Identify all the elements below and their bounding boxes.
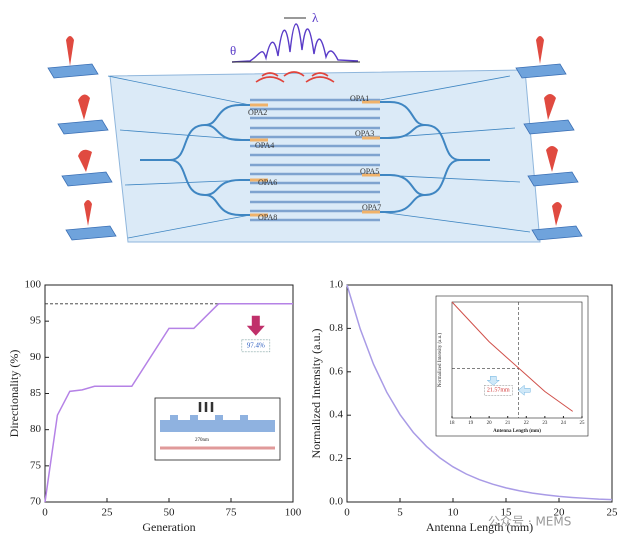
y-axis-label: Normalized Intensity (a.u.) (309, 329, 323, 459)
left-inset-schematic: 270nm (154, 397, 281, 461)
x-tick-label: 20 (554, 507, 566, 519)
plot-frame (346, 284, 613, 503)
opa-label: OPA5 (360, 167, 379, 176)
chart: 0 25 50 75 100 70 75 80 85 90 95 100 Generation Direc… (7, 279, 302, 534)
annotation: 97.4% (247, 341, 265, 349)
antenna-array (250, 98, 380, 222)
theta-label: θ (230, 43, 236, 58)
inset-frame (435, 295, 589, 437)
opa-label: OPA2 (248, 108, 267, 117)
y-axis-label: Directionality (%) (7, 350, 21, 438)
y-axis-label: Normalized Intensity (a.u.) (438, 333, 443, 387)
x-axis-label: Antenna Length (mm) (426, 520, 533, 534)
annotation-arrow (486, 376, 531, 396)
x-axis-label: Generation (142, 520, 195, 534)
opa-label: OPA3 (355, 129, 374, 138)
y-tick-label: 0.6 (329, 365, 343, 377)
data-line (451, 301, 574, 412)
y-tick-label: 90 (30, 351, 42, 363)
y-tick-label: 70 (30, 496, 42, 508)
opa-label: OPA1 (350, 94, 369, 103)
annotation: 21.57mm (487, 388, 510, 394)
x-tick-label: 21 (505, 421, 511, 426)
plot-frame (451, 301, 583, 419)
x-tick-label: 15 (501, 507, 513, 519)
lambda-label: λ (312, 10, 319, 25)
x-tick-label: 50 (164, 507, 176, 519)
x-tick-label: 22 (524, 421, 530, 426)
data-line (44, 303, 293, 503)
x-tick-label: 20 (487, 421, 493, 426)
opa-diagram: θ λ OPA1 OPA2 OPA3 OPA4 OPA5 OPA6 OPA7 O… (47, 10, 583, 243)
y-tick-label: 0.4 (329, 409, 343, 421)
x-tick-label: 100 (285, 507, 302, 519)
y-tick-label: 0.2 (329, 452, 343, 464)
x-tick-label: 25 (102, 507, 114, 519)
y-tick-label: 1.0 (329, 279, 343, 291)
x-tick-label: 25 (607, 507, 619, 519)
x-tick-label: 10 (448, 507, 460, 519)
chart: 18 19 20 21 22 23 24 25 Antenna Length (mm) Norma… (435, 295, 589, 437)
x-tick-label: 18 (450, 421, 456, 426)
annotation-box (241, 339, 271, 353)
opa-label: OPA6 (258, 178, 277, 187)
y-tick-label: 85 (30, 387, 42, 399)
x-tick-label: 25 (580, 421, 586, 426)
y-tick-label: 80 (30, 423, 42, 435)
watermark: 公众号 · MEMS (488, 515, 571, 529)
x-tick-label: 19 (468, 421, 474, 426)
x-tick-label: 5 (397, 507, 403, 519)
annotation-arrow (246, 315, 265, 336)
y-tick-label: 95 (30, 315, 42, 327)
x-tick-label: 0 (344, 507, 350, 519)
x-tick-label: 0 (42, 507, 48, 519)
y-tick-label: 0.8 (329, 322, 343, 334)
opa-label: OPA7 (362, 203, 381, 212)
annotation-box (484, 385, 513, 396)
emitters (47, 63, 583, 241)
chart: 0 5 10 15 20 25 0.0 0.2 0.4 0.6 0.8 1.0 Antenna Leng… (309, 279, 618, 534)
y-tick-label: 0.0 (329, 496, 343, 508)
x-axis-label: Antenna Length (mm) (493, 429, 541, 434)
opa-label: OPA4 (255, 141, 274, 150)
data-line (346, 284, 613, 501)
x-tick-label: 23 (542, 421, 548, 426)
inset-label: 270nm (195, 438, 209, 443)
y-tick-label: 100 (25, 279, 42, 291)
x-tick-label: 75 (226, 507, 238, 519)
y-tick-label: 75 (30, 459, 42, 471)
opa-label: OPA8 (258, 213, 277, 222)
x-tick-label: 24 (561, 421, 567, 426)
